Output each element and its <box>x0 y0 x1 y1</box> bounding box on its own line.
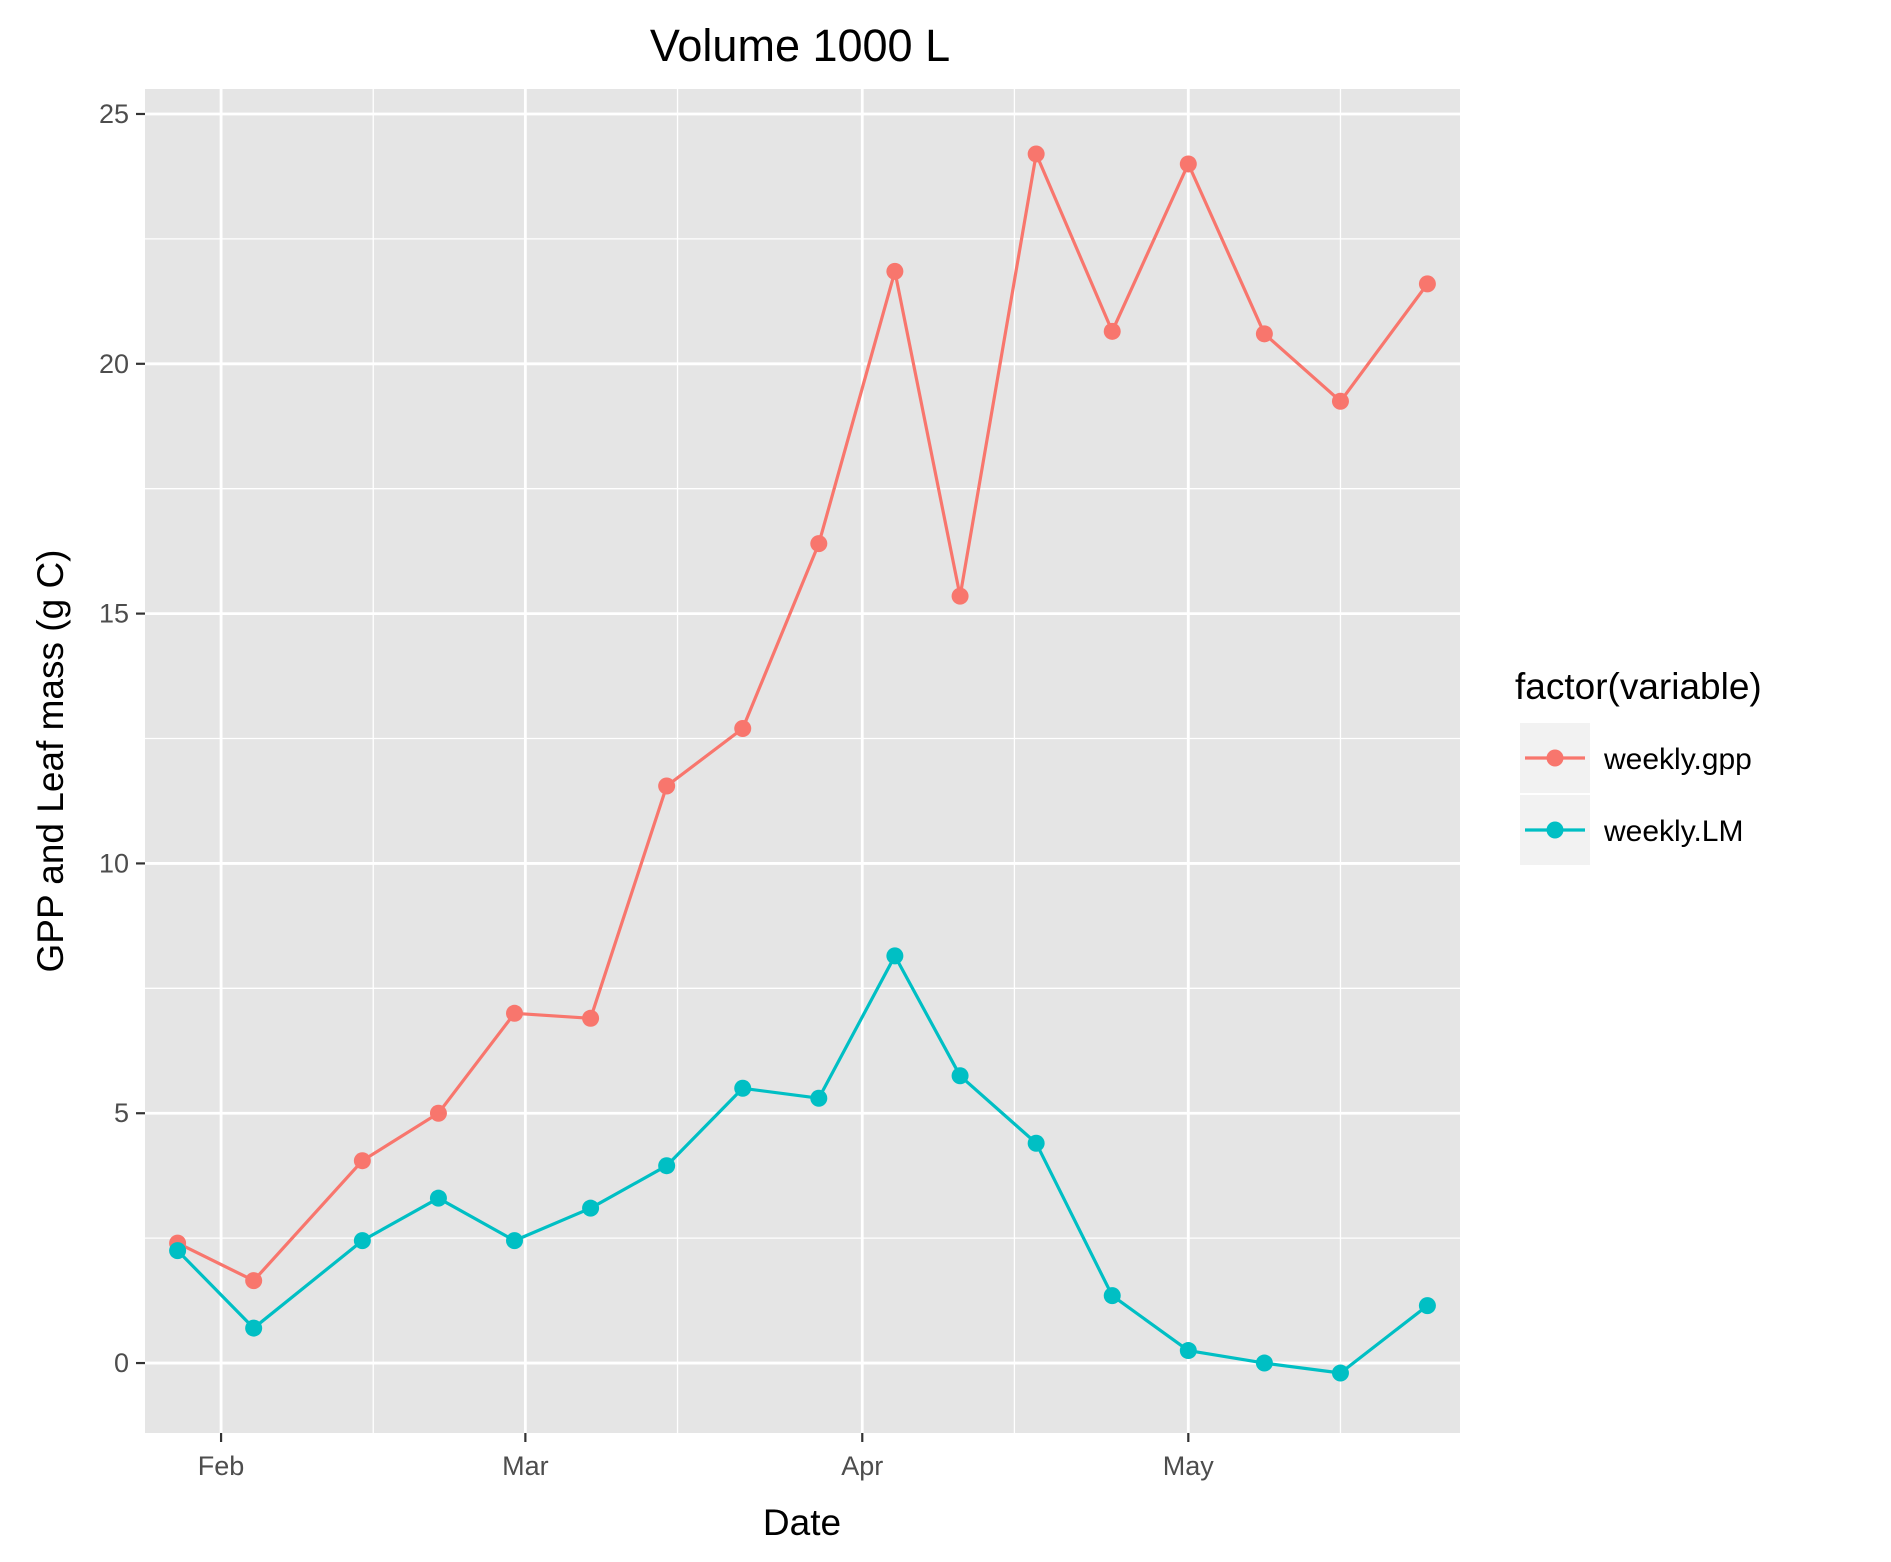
x-axis-title: Date <box>763 1502 841 1543</box>
y-tick-labels: 0 5 10 15 20 25 <box>99 99 129 1378</box>
data-point <box>951 1067 969 1085</box>
data-point <box>1103 1287 1121 1305</box>
data-point <box>658 777 676 795</box>
data-point <box>810 535 828 553</box>
data-point <box>886 262 904 280</box>
data-point <box>353 1232 371 1250</box>
x-tick-label: May <box>1163 1451 1215 1481</box>
legend-label: weekly.LM <box>1603 815 1743 848</box>
data-point <box>582 1009 600 1027</box>
legend-item-weekly.gpp: weekly.gpp <box>1520 723 1752 793</box>
y-tick-label: 25 <box>99 99 129 129</box>
y-tick-label: 0 <box>114 1348 129 1378</box>
data-point <box>658 1157 676 1175</box>
chart-title: Volume 1000 L <box>650 20 950 71</box>
series-layer <box>169 145 1436 1382</box>
data-point <box>1255 1354 1273 1372</box>
data-point <box>169 1242 187 1260</box>
data-point <box>1418 1297 1436 1315</box>
data-point <box>506 1232 524 1250</box>
data-point <box>245 1319 263 1337</box>
major-gridlines <box>145 89 1460 1433</box>
data-point <box>1331 392 1349 410</box>
legend-key-point <box>1546 749 1564 767</box>
legend-title: factor(variable) <box>1515 666 1762 707</box>
legend-item-weekly.LM: weekly.LM <box>1520 795 1743 865</box>
data-point <box>506 1004 524 1022</box>
data-point <box>810 1089 828 1107</box>
minor-gridlines <box>145 89 1460 1433</box>
legend-key-point <box>1546 821 1564 839</box>
data-point <box>1255 325 1273 343</box>
data-point <box>1179 1342 1197 1360</box>
y-tick-label: 5 <box>114 1098 129 1128</box>
data-point <box>429 1104 447 1122</box>
legend: factor(variable) weekly.gpp weekly.LM <box>1515 666 1762 865</box>
data-point <box>734 1079 752 1097</box>
data-point <box>1027 145 1045 163</box>
y-tick-label: 20 <box>99 349 129 379</box>
legend-label: weekly.gpp <box>1603 743 1752 776</box>
data-point <box>245 1272 263 1290</box>
data-point <box>582 1199 600 1217</box>
axis-ticks <box>136 112 1190 1442</box>
series-weekly.LM <box>169 947 1436 1382</box>
data-point <box>1027 1134 1045 1152</box>
data-point <box>353 1152 371 1170</box>
y-tick-label: 10 <box>99 848 129 878</box>
data-point <box>734 720 752 738</box>
data-point <box>429 1189 447 1207</box>
x-tick-label: Mar <box>502 1451 549 1481</box>
data-point <box>1103 322 1121 340</box>
data-point <box>951 587 969 605</box>
series-weekly.gpp <box>169 145 1436 1290</box>
x-tick-labels: Feb Mar Apr May <box>198 1451 1214 1481</box>
y-tick-label: 15 <box>99 599 129 629</box>
data-point <box>1418 275 1436 293</box>
data-point <box>1331 1364 1349 1382</box>
data-point <box>886 947 904 965</box>
y-axis-title: GPP and Leaf mass (g C) <box>30 550 71 973</box>
plot-panel <box>145 89 1460 1433</box>
data-point <box>1179 155 1197 173</box>
x-tick-label: Apr <box>841 1451 883 1481</box>
x-tick-label: Feb <box>198 1451 245 1481</box>
